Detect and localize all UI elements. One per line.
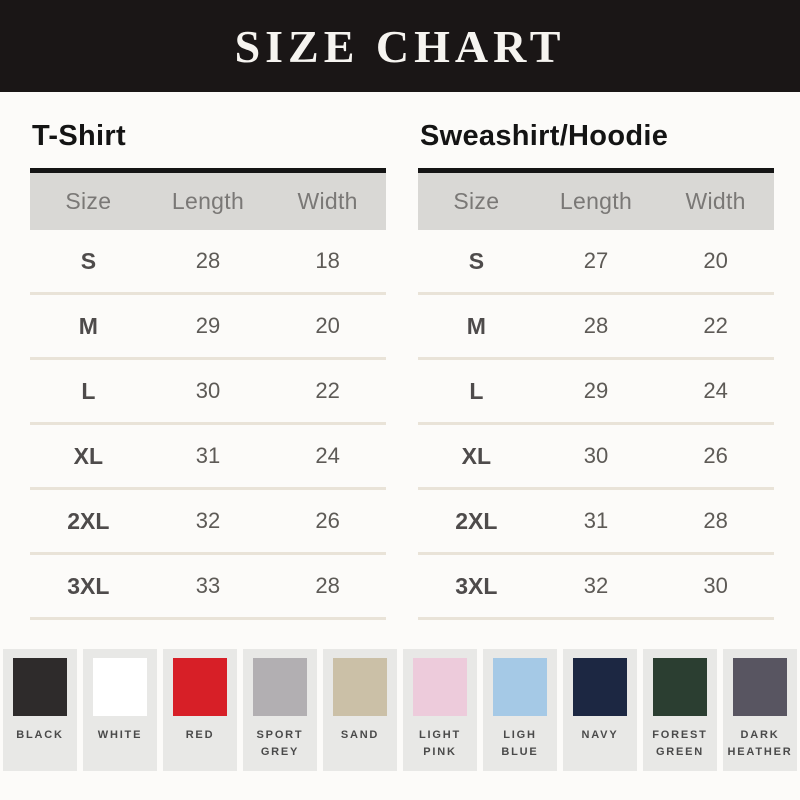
- color-square: [573, 658, 627, 716]
- swatch-label: RED: [185, 729, 215, 741]
- column-header-size: Size: [453, 188, 500, 214]
- column-header-length: Length: [171, 188, 245, 214]
- value-cell: 26: [703, 443, 728, 468]
- color-square: [413, 658, 467, 716]
- size-cell: 3XL: [67, 572, 110, 599]
- size-cell: XL: [461, 442, 492, 469]
- column-header-width: Width: [297, 188, 358, 214]
- tshirt-table-header-row: Size Length Width: [30, 168, 386, 230]
- swatch-label: BLACK: [16, 729, 64, 741]
- size-cell: 2XL: [67, 507, 110, 534]
- column-header-width: Width: [685, 188, 746, 214]
- value-cell: 18: [315, 248, 340, 273]
- swatch-card-sport-grey: SPORT GREY: [243, 649, 317, 771]
- table-row: L 29 24: [418, 360, 774, 425]
- table-row: 3XL 32 30: [418, 555, 774, 620]
- size-cell: S: [468, 247, 485, 274]
- color-swatch-strip: BLACK WHITE RED SPORT GREY SAND LIGHT PINK LIG…: [0, 649, 800, 771]
- value-cell: 30: [195, 378, 221, 403]
- tshirt-table-body: S 28 18 M 29 20 L 30 22 XL 31 24 2XL 32 26 3XL 33 28: [30, 230, 386, 620]
- value-cell: 32: [583, 573, 609, 598]
- hoodie-table-header-row: Size Length Width: [418, 168, 774, 230]
- value-cell: 20: [703, 248, 728, 273]
- table-row: 2XL 32 26: [30, 490, 386, 555]
- color-square: [253, 658, 307, 716]
- swatch-label: DARK HEATHER: [727, 729, 793, 759]
- swatch-card-dark-heather: DARK HEATHER: [723, 649, 797, 771]
- size-tables-section: T-Shirt Size Length Width S 28 18 M 29 20 L 30 22 X…: [30, 118, 774, 620]
- color-square: [93, 658, 147, 716]
- table-row: S 28 18: [30, 230, 386, 295]
- size-cell: 3XL: [455, 572, 498, 599]
- swatch-card-forest-green: FOREST GREEN: [643, 649, 717, 771]
- size-cell: L: [469, 377, 484, 404]
- swatch-card-light-pink: LIGHT PINK: [403, 649, 477, 771]
- table-row: 3XL 33 28: [30, 555, 386, 620]
- table-row: XL 31 24: [30, 425, 386, 490]
- table-row: S 27 20: [418, 230, 774, 295]
- value-cell: 24: [315, 443, 340, 468]
- table-row: M 28 22: [418, 295, 774, 360]
- color-square: [173, 658, 227, 716]
- value-cell: 30: [703, 573, 728, 598]
- swatch-label: NAVY: [581, 729, 619, 741]
- swatch-label: SPORT GREY: [256, 729, 304, 759]
- value-cell: 22: [315, 378, 340, 403]
- table-row: 2XL 31 28: [418, 490, 774, 555]
- column-header-size: Size: [65, 188, 112, 214]
- value-cell: 22: [703, 313, 728, 338]
- value-cell: 30: [583, 443, 609, 468]
- page-title: SIZE CHART: [234, 20, 566, 72]
- size-cell: XL: [73, 442, 104, 469]
- value-cell: 27: [583, 248, 609, 273]
- value-cell: 26: [315, 508, 340, 533]
- swatch-card-ligh-blue: LIGH BLUE: [483, 649, 557, 771]
- swatch-card-sand: SAND: [323, 649, 397, 771]
- swatch-card-navy: NAVY: [563, 649, 637, 771]
- swatch-label: FOREST GREEN: [652, 729, 708, 759]
- value-cell: 28: [315, 573, 340, 598]
- value-cell: 28: [195, 248, 221, 273]
- swatch-card-black: BLACK: [3, 649, 77, 771]
- color-square: [493, 658, 547, 716]
- value-cell: 20: [315, 313, 340, 338]
- size-chart-banner: SIZE CHART: [0, 0, 800, 92]
- color-square: [13, 658, 67, 716]
- color-square: [333, 658, 387, 716]
- table-row: XL 30 26: [418, 425, 774, 490]
- value-cell: 29: [195, 313, 221, 338]
- value-cell: 28: [703, 508, 728, 533]
- swatch-label: LIGH BLUE: [501, 729, 539, 759]
- swatch-card-white: WHITE: [83, 649, 157, 771]
- swatch-card-red: RED: [163, 649, 237, 771]
- value-cell: 29: [583, 378, 609, 403]
- value-cell: 28: [583, 313, 609, 338]
- size-cell: S: [80, 247, 97, 274]
- value-cell: 32: [195, 508, 221, 533]
- swatch-label: LIGHT PINK: [419, 729, 461, 759]
- color-square: [733, 658, 787, 716]
- size-cell: M: [78, 312, 98, 339]
- size-cell: L: [81, 377, 96, 404]
- swatch-label: WHITE: [97, 729, 143, 741]
- value-cell: 31: [195, 443, 221, 468]
- value-cell: 24: [703, 378, 728, 403]
- tshirt-size-table: T-Shirt Size Length Width S 28 18 M 29 20 L 30 22 X…: [30, 118, 386, 620]
- size-cell: M: [466, 312, 486, 339]
- value-cell: 33: [195, 573, 221, 598]
- value-cell: 31: [583, 508, 609, 533]
- hoodie-table-title: Sweashirt/Hoodie: [420, 120, 669, 152]
- hoodie-size-table: Sweashirt/Hoodie Size Length Width S 27 20 M 2…: [418, 118, 774, 620]
- size-cell: 2XL: [455, 507, 498, 534]
- hoodie-table-body: S 27 20 M 28 22 L 29 24 XL 30 26 2XL 31 28 3XL 32 30: [418, 230, 774, 620]
- swatch-label: SAND: [340, 729, 380, 741]
- column-header-length: Length: [559, 188, 633, 214]
- table-row: L 30 22: [30, 360, 386, 425]
- table-row: M 29 20: [30, 295, 386, 360]
- tshirt-table-title: T-Shirt: [32, 120, 126, 152]
- color-square: [653, 658, 707, 716]
